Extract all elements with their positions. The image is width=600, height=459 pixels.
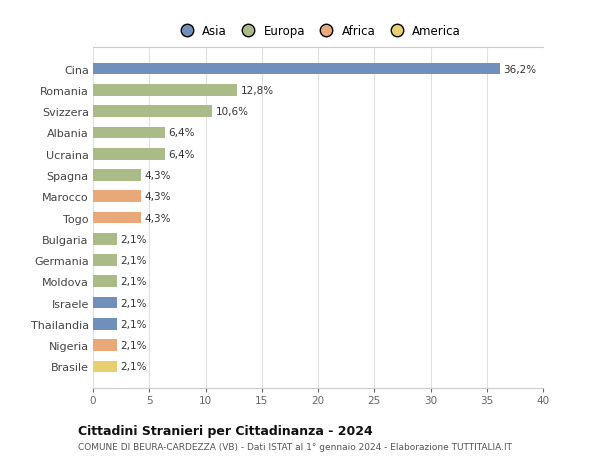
Text: 2,1%: 2,1%: [120, 256, 146, 265]
Text: 2,1%: 2,1%: [120, 341, 146, 350]
Bar: [93, 212, 142, 224]
Text: 6,4%: 6,4%: [169, 128, 195, 138]
Bar: [93, 149, 165, 160]
Bar: [93, 127, 165, 139]
Bar: [93, 106, 212, 118]
Bar: [93, 234, 116, 245]
Bar: [93, 85, 237, 96]
Text: 2,1%: 2,1%: [120, 277, 146, 287]
Bar: [93, 64, 500, 75]
Bar: [93, 340, 116, 351]
Text: 36,2%: 36,2%: [503, 64, 537, 74]
Text: 4,3%: 4,3%: [145, 192, 171, 202]
Text: 4,3%: 4,3%: [145, 171, 171, 180]
Bar: [93, 297, 116, 309]
Bar: [93, 361, 116, 372]
Text: COMUNE DI BEURA-CARDEZZA (VB) - Dati ISTAT al 1° gennaio 2024 - Elaborazione TUT: COMUNE DI BEURA-CARDEZZA (VB) - Dati IST…: [78, 442, 512, 451]
Bar: [93, 318, 116, 330]
Bar: [93, 255, 116, 266]
Bar: [93, 276, 116, 287]
Text: 6,4%: 6,4%: [169, 149, 195, 159]
Text: 10,6%: 10,6%: [215, 107, 248, 117]
Text: Cittadini Stranieri per Cittadinanza - 2024: Cittadini Stranieri per Cittadinanza - 2…: [78, 425, 373, 437]
Text: 2,1%: 2,1%: [120, 319, 146, 329]
Text: 2,1%: 2,1%: [120, 362, 146, 372]
Text: 2,1%: 2,1%: [120, 298, 146, 308]
Text: 2,1%: 2,1%: [120, 234, 146, 244]
Legend: Asia, Europa, Africa, America: Asia, Europa, Africa, America: [170, 20, 466, 43]
Text: 4,3%: 4,3%: [145, 213, 171, 223]
Text: 12,8%: 12,8%: [241, 86, 274, 95]
Bar: [93, 191, 142, 202]
Bar: [93, 170, 142, 181]
